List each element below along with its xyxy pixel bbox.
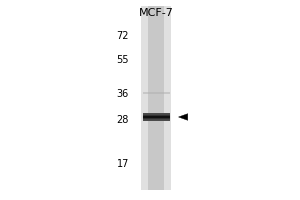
Bar: [142, 117, 170, 118]
Text: 28: 28: [117, 115, 129, 125]
Bar: [148, 6, 164, 190]
Text: 17: 17: [117, 159, 129, 169]
Bar: [142, 120, 170, 121]
Text: 36: 36: [117, 89, 129, 99]
Bar: [142, 115, 170, 116]
Bar: [142, 118, 170, 119]
Bar: [142, 92, 170, 94]
Bar: [141, 6, 171, 190]
Bar: [142, 116, 170, 117]
Bar: [142, 119, 170, 120]
Text: MCF-7: MCF-7: [139, 8, 173, 18]
Bar: [142, 113, 170, 114]
Text: 55: 55: [116, 55, 129, 65]
Bar: [142, 114, 170, 115]
Polygon shape: [178, 114, 188, 120]
Text: 72: 72: [116, 31, 129, 41]
